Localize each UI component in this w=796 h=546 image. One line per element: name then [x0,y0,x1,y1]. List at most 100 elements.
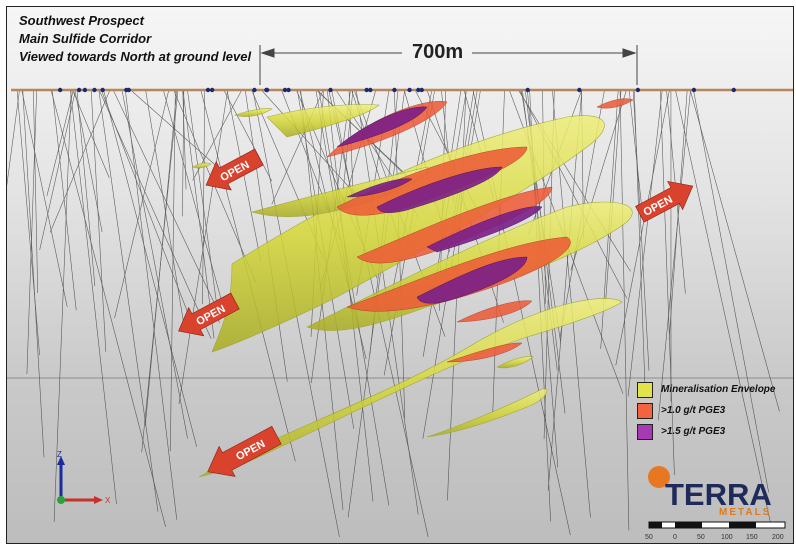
drillhole [271,89,324,205]
drillhole [182,89,187,190]
collar-marker [525,87,530,93]
legend-label: >1.0 g/t PGE3 [661,405,726,416]
collar-marker [126,87,131,93]
drillhole [21,89,68,307]
open-arrow-right: OPEN [635,180,694,223]
collar-marker [82,87,88,93]
drillhole [50,89,166,527]
z-axis-label: Z [57,450,62,459]
legend: Mineralisation Envelope >1.0 g/t PGE3 >1… [637,379,787,442]
collar-marker [252,87,257,93]
collar-marker [691,87,697,93]
drillhole [76,89,96,287]
legend-item-envelope: Mineralisation Envelope [637,379,787,400]
drillhole [90,89,107,352]
drillhole [125,89,178,520]
collar-marker [205,87,211,93]
drillhole [182,89,185,217]
drillhole [114,89,170,319]
collar-marker [209,87,215,93]
drillhole [226,89,262,263]
drillhole [182,89,215,339]
scale-tick: 100 [721,534,733,541]
drillhole [26,89,37,375]
drillhole [657,89,691,421]
drillhole [70,89,117,505]
legend-label: Mineralisation Envelope [661,384,776,395]
drillhole [46,89,74,197]
collar-marker [731,87,736,93]
legend-item-pge3-1-5: >1.5 g/t PGE3 [637,421,787,442]
drillhole [547,89,583,491]
drillhole [130,89,223,172]
drillhole [689,89,780,412]
legend-label: >1.5 g/t PGE3 [661,426,726,437]
title-line-3: Viewed towards North at ground level [19,49,252,64]
drillhole [223,89,273,182]
axis-triad: Z X [57,450,111,505]
drillhole [72,89,110,179]
map-scale-bar [648,521,786,529]
scale-tick: 50 [697,534,705,541]
drillhole [121,89,188,439]
logo-circle [648,466,670,488]
collar-marker [57,87,63,93]
drillhole [100,89,191,319]
collar-marker [328,87,333,93]
3d-model-scene: OPEN OPEN OPEN OPEN Z X [7,45,793,538]
drillhole [675,89,771,523]
logo-wordmark: TERRA [665,477,772,512]
title-line-2: Main Sulfide Corridor [19,31,152,46]
collar-marker [282,87,288,93]
drill-collars [57,87,736,93]
drillhole [619,89,630,531]
drillhole [633,89,646,398]
collar-marker [635,87,641,93]
drillhole [202,89,206,305]
drillhole [141,89,179,453]
open-arrow-lower-left: OPEN [207,425,282,477]
collar-marker [286,87,291,93]
drillhole [49,89,111,233]
title-line-1: Southwest Prospect [19,13,144,28]
collar-marker [577,87,582,93]
drillhole [145,89,185,330]
drillhole [51,89,77,311]
drillhole [98,89,212,339]
collar-marker [92,87,97,93]
drillhole [16,89,40,356]
collar-marker [407,87,412,93]
scale-dimension [259,45,638,85]
drillhole [39,89,76,251]
drillhole [98,89,159,512]
x-axis-label: X [105,496,111,505]
collar-marker [264,87,269,93]
collar-marker [364,87,369,93]
drillhole [628,89,643,210]
drillhole [627,89,663,397]
section-view: OPEN OPEN OPEN OPEN Z X [6,6,794,544]
drillhole [22,89,45,458]
scale-tick: 50 [645,534,653,541]
drillhole [103,89,198,447]
drillhole [169,89,176,452]
collar-marker [392,87,397,93]
drillhole [178,89,228,404]
drillhole [7,89,20,187]
collar-marker [419,87,424,93]
drillhole [33,89,39,293]
drillhole [112,89,220,314]
pge3-1-5-shell [336,106,543,304]
drillhole [53,89,72,522]
logo-subtitle: METALS [719,507,772,518]
legend-item-pge3-1-0: >1.0 g/t PGE3 [637,400,787,421]
collar-marker [76,87,82,93]
drillhole [693,89,769,493]
legend-swatch [637,381,653,398]
drillhole [605,89,622,301]
legend-swatch [637,423,653,440]
drillhole [318,89,390,506]
drillhole [244,89,288,382]
scale-tick: 150 [746,534,758,541]
legend-swatch [637,402,653,419]
